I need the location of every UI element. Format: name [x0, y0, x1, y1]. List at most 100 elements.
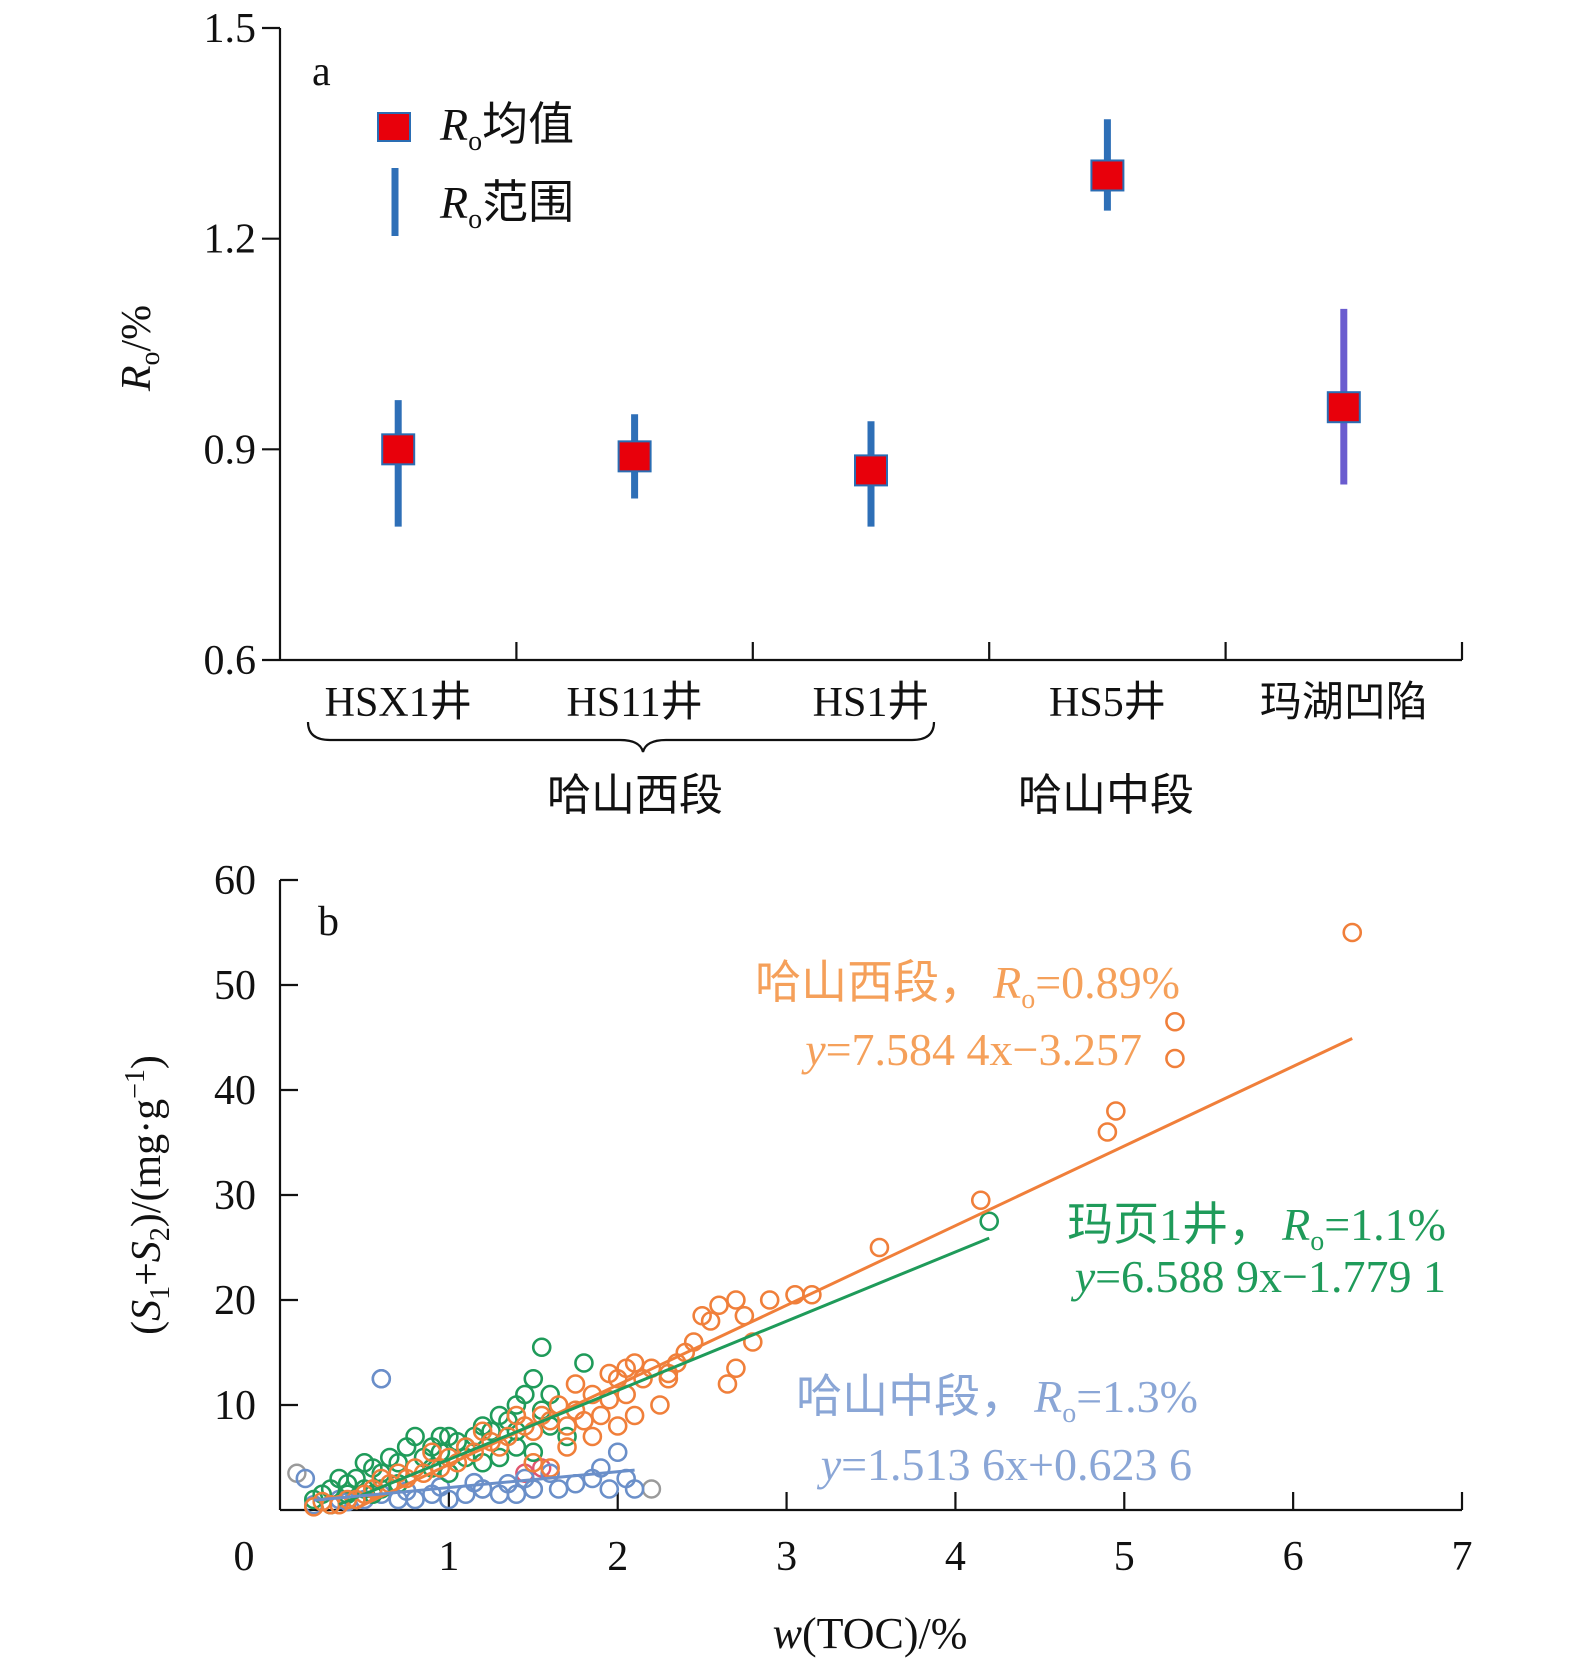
data-point — [633, 1368, 653, 1389]
panel-b-x-ticks: 0 1 2 3 4 5 6 7 — [234, 1492, 1473, 1580]
panel-a-category-labels: HSX1井 HS11井 HS1井 HS5井 玛湖凹陷 — [325, 680, 1428, 726]
panel-b-x-tick-label: 5 — [1114, 1534, 1135, 1580]
data-point — [523, 1442, 544, 1463]
panel-a-category-label: HS11井 — [567, 680, 703, 726]
panel-b-y-tick-label: 20 — [214, 1278, 256, 1324]
data-point — [548, 1479, 569, 1499]
data-point — [557, 1437, 577, 1457]
data-point — [1342, 922, 1363, 943]
data-point — [582, 1468, 603, 1489]
panel-b-y-tick-label: 10 — [214, 1383, 256, 1429]
panel-b-y-ticks: 10 20 30 40 50 60 — [214, 858, 298, 1429]
panel-a-category-label: HSX1井 — [325, 680, 472, 726]
panel-a-y-tick-label: 0.9 — [204, 427, 257, 473]
panel-b-x-tick-label: 1 — [438, 1534, 459, 1580]
panel-b-label: b — [318, 899, 339, 945]
panel-b-x-label: w(TOC)/% — [773, 1609, 968, 1658]
data-point — [506, 1405, 527, 1426]
data-point — [295, 1468, 316, 1489]
panel-b-y-tick-label: 30 — [214, 1173, 256, 1219]
data-point — [371, 1368, 392, 1389]
data-point — [565, 1473, 586, 1494]
data-point — [557, 1416, 577, 1436]
data-point — [692, 1305, 712, 1326]
data-point — [607, 1416, 628, 1436]
data-point — [354, 1452, 375, 1473]
data-point — [759, 1290, 780, 1310]
annotation-mayey-name: 玛页1井， Ro=1.1% — [1067, 1199, 1446, 1257]
legend-range-text: Ro范围 — [439, 177, 574, 235]
data-point — [1106, 1101, 1126, 1121]
data-point — [396, 1437, 417, 1457]
panel-b: b 10 20 30 40 50 60 0 1 2 3 4 5 6 7 (S1+S2)/(mg·g−1)… — [120, 858, 1473, 1658]
data-point — [1165, 1011, 1185, 1032]
panel-a-category-label: HS5井 — [1049, 680, 1166, 726]
mean-marker — [854, 454, 888, 487]
data-point — [607, 1442, 628, 1463]
data-point — [624, 1479, 645, 1499]
panel-b-x-tick-label: 3 — [776, 1534, 797, 1580]
data-point — [557, 1426, 577, 1447]
panel-b-y-tick-label: 60 — [214, 858, 256, 904]
data-point — [717, 1374, 738, 1394]
data-point — [312, 1491, 333, 1512]
legend-mean-marker — [377, 112, 411, 142]
data-point — [650, 1395, 670, 1415]
data-point — [726, 1358, 746, 1379]
data-point — [506, 1395, 527, 1415]
data-point — [489, 1447, 510, 1468]
data-point — [523, 1452, 544, 1473]
data-point — [616, 1358, 636, 1379]
fit-line — [338, 1236, 990, 1506]
annotation-middle-equation: y=1.513 6x+0.623 6 — [817, 1439, 1192, 1490]
panel-a-label: a — [312, 49, 331, 95]
panel-a-y-tick-label: 0.6 — [204, 638, 257, 684]
panel-a: a 0.6 0.9 1.2 1.5 Ro/% Ro均值 Ro范围 HSX1井 HS11井… — [114, 6, 1464, 820]
group-brace — [306, 721, 936, 753]
data-point — [785, 1284, 805, 1305]
panel-b-x-tick-label: 2 — [607, 1534, 628, 1580]
panel-a-category-label: 玛湖凹陷 — [1260, 680, 1428, 726]
data-point — [582, 1426, 603, 1447]
data-point — [970, 1190, 991, 1211]
data-point — [869, 1237, 890, 1258]
annotation-middle: 哈山中段， Ro=1.3% y=1.513 6x+0.623 6 — [796, 1371, 1198, 1490]
mean-marker — [617, 440, 652, 473]
data-point — [641, 1479, 662, 1499]
data-point — [979, 1211, 1000, 1232]
group-label-west: 哈山西段 — [547, 771, 723, 820]
data-point — [591, 1405, 611, 1426]
panel-a-y-label: Ro/% — [114, 305, 166, 392]
data-point — [624, 1405, 645, 1426]
panel-b-x-tick-label: 7 — [1452, 1534, 1473, 1580]
panel-b-x-tick-label: 4 — [945, 1534, 966, 1580]
data-point — [472, 1421, 493, 1442]
group-label-middle: 哈山中段 — [1018, 771, 1194, 820]
data-point — [599, 1479, 620, 1499]
panel-a-y-tick-label: 1.2 — [204, 217, 257, 263]
data-point — [565, 1374, 586, 1394]
data-point — [379, 1447, 400, 1468]
annotation-mayey: 玛页1井， Ro=1.1% y=6.588 9x−1.779 1 — [1067, 1199, 1446, 1302]
data-point — [540, 1458, 560, 1478]
panel-b-y-label: (S1+S2)/(mg·g−1) — [120, 1055, 176, 1335]
data-point — [599, 1389, 620, 1410]
panel-b-fit-lines — [313, 1037, 1353, 1510]
data-point — [489, 1484, 510, 1505]
mean-marker — [1090, 159, 1125, 192]
annotation-mayey-equation: y=6.588 9x−1.779 1 — [1071, 1251, 1446, 1302]
panel-b-x-tick-label: 0 — [234, 1534, 255, 1580]
data-point — [430, 1426, 451, 1447]
annotation-west-name: 哈山西段， Ro=0.89% — [755, 957, 1180, 1015]
data-point — [531, 1337, 552, 1358]
data-point — [464, 1472, 484, 1493]
data-point — [726, 1290, 746, 1310]
data-point — [455, 1484, 476, 1505]
data-point — [599, 1363, 620, 1384]
panel-a-marks — [381, 119, 1361, 527]
annotation-west: 哈山西段， Ro=0.89% y=7.584 4x−3.257 — [755, 957, 1180, 1075]
panel-b-y-tick-label: 40 — [214, 1068, 256, 1114]
data-point — [709, 1295, 729, 1316]
fit-line — [313, 1468, 635, 1502]
